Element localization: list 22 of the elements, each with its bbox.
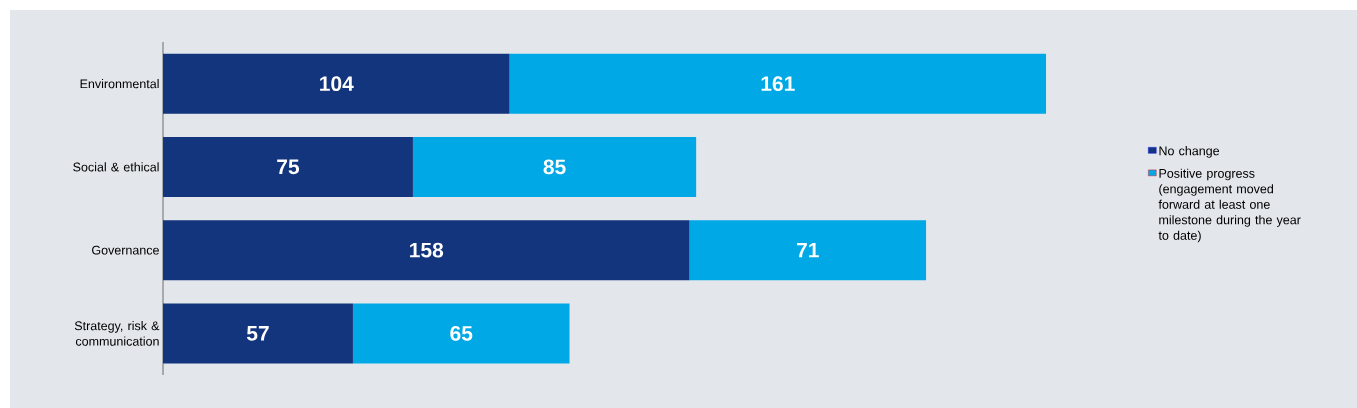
bar [163,303,353,364]
data-label: 75 [277,159,300,175]
data-label: 161 [761,76,795,92]
data-label: 158 [410,242,444,258]
bar [163,220,690,281]
data-label: 65 [450,325,473,341]
bar [412,136,697,197]
bar [352,303,570,364]
data-label: 104 [320,76,354,92]
legend-label: Positive progress (engagement moved forward at least one milestone during the year to date) [1158,168,1301,243]
data-label: 85 [543,159,566,175]
bar [163,136,413,197]
bar [163,53,510,114]
legend-label: No change [1159,146,1220,158]
bar [509,53,1047,114]
bar [689,220,927,281]
data-label: 57 [246,326,269,341]
y-tick-label: Governance [92,245,159,255]
data-label: 71 [797,242,819,258]
y-tick-label: Social & ethical [73,162,159,172]
y-tick-label: Strategy, risk & communication [74,321,160,346]
y-tick-label: Environmental [80,79,159,89]
